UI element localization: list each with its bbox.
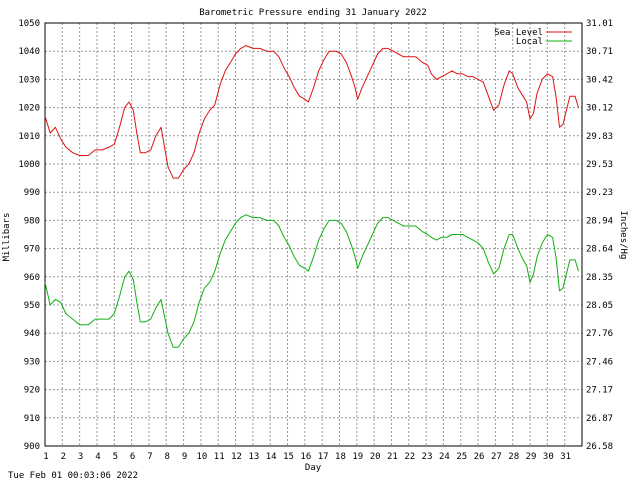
y-tick-910: 910 bbox=[24, 414, 40, 424]
x-tick-27: 27 bbox=[491, 452, 502, 462]
x-tick-15: 15 bbox=[283, 452, 294, 462]
y-tick-1010: 1010 bbox=[18, 132, 40, 142]
x-tick-29: 29 bbox=[526, 452, 537, 462]
x-tick-7: 7 bbox=[147, 452, 152, 462]
y-tick-1030: 1030 bbox=[18, 75, 40, 85]
y2-tick-26.87: 26.87 bbox=[586, 414, 613, 424]
x-axis-label: Day bbox=[305, 463, 322, 473]
x-tick-8: 8 bbox=[165, 452, 170, 462]
y2-tick-29.23: 29.23 bbox=[586, 188, 613, 198]
x-tick-28: 28 bbox=[508, 452, 519, 462]
x-tick-26: 26 bbox=[474, 452, 485, 462]
y2-tick-27.76: 27.76 bbox=[586, 329, 613, 339]
y2-tick-28.94: 28.94 bbox=[586, 216, 613, 226]
y-tick-1000: 1000 bbox=[18, 160, 40, 170]
y-tick-900: 900 bbox=[24, 442, 40, 452]
x-tick-25: 25 bbox=[456, 452, 467, 462]
y2-tick-28.64: 28.64 bbox=[586, 245, 613, 255]
x-tick-18: 18 bbox=[335, 452, 346, 462]
x-tick-31: 31 bbox=[560, 452, 571, 462]
y2-tick-30.42: 30.42 bbox=[586, 75, 613, 85]
y2-tick-27.46: 27.46 bbox=[586, 357, 613, 367]
x-tick-19: 19 bbox=[352, 452, 363, 462]
y-tick-920: 920 bbox=[24, 386, 40, 396]
y-tick-980: 980 bbox=[24, 216, 40, 226]
y-tick-940: 940 bbox=[24, 329, 40, 339]
y-tick-950: 950 bbox=[24, 301, 40, 311]
x-tick-20: 20 bbox=[370, 452, 381, 462]
plot-frame bbox=[44, 22, 583, 447]
x-tick-3: 3 bbox=[78, 452, 83, 462]
y-tick-1040: 1040 bbox=[18, 47, 40, 57]
x-tick-10: 10 bbox=[196, 452, 207, 462]
x-tick-4: 4 bbox=[95, 452, 100, 462]
axis-ticks: 1 2 3 4 5 6 7 8 9 10 11 12 13 14 15 16 17 18 19 20 21 22 23 24 2… bbox=[18, 19, 613, 462]
x-tick-22: 22 bbox=[404, 452, 415, 462]
y2-tick-30.12: 30.12 bbox=[586, 104, 613, 114]
x-tick-16: 16 bbox=[300, 452, 311, 462]
x-tick-1: 1 bbox=[43, 452, 48, 462]
x-tick-13: 13 bbox=[248, 452, 259, 462]
x-tick-21: 21 bbox=[387, 452, 398, 462]
x-tick-12: 12 bbox=[231, 452, 242, 462]
y2-tick-28.35: 28.35 bbox=[586, 273, 613, 283]
y-tick-960: 960 bbox=[24, 273, 40, 283]
y-tick-1020: 1020 bbox=[18, 104, 40, 114]
legend: Sea Level Local bbox=[494, 28, 572, 47]
y-tick-1050: 1050 bbox=[18, 19, 40, 29]
y2-tick-30.71: 30.71 bbox=[586, 47, 613, 57]
y2-tick-31.01: 31.01 bbox=[586, 19, 613, 29]
x-tick-9: 9 bbox=[182, 452, 187, 462]
y2-tick-28.05: 28.05 bbox=[586, 301, 613, 311]
y2-tick-26.58: 26.58 bbox=[586, 442, 613, 452]
chart-title: Barometric Pressure ending 31 January 20… bbox=[199, 8, 427, 18]
x-tick-23: 23 bbox=[422, 452, 433, 462]
series-lines bbox=[44, 45, 579, 348]
x-tick-5: 5 bbox=[113, 452, 118, 462]
x-tick-11: 11 bbox=[214, 452, 225, 462]
y-axis-label: Millibars bbox=[2, 213, 12, 262]
y-tick-930: 930 bbox=[24, 357, 40, 367]
y2-axis-label: Inches/Hg bbox=[618, 211, 628, 260]
series-line-local bbox=[44, 214, 579, 348]
y-tick-970: 970 bbox=[24, 245, 40, 255]
x-tick-30: 30 bbox=[543, 452, 554, 462]
x-tick-24: 24 bbox=[439, 452, 450, 462]
legend-label-local: Local bbox=[516, 37, 543, 47]
y2-tick-29.53: 29.53 bbox=[586, 160, 613, 170]
y2-tick-29.83: 29.83 bbox=[586, 132, 613, 142]
x-tick-2: 2 bbox=[61, 452, 66, 462]
y2-tick-27.17: 27.17 bbox=[586, 386, 613, 396]
footer-timestamp: Tue Feb 01 00:03:06 2022 bbox=[8, 471, 138, 480]
legend-label-sea-level: Sea Level bbox=[494, 28, 543, 38]
y-tick-990: 990 bbox=[24, 188, 40, 198]
x-tick-6: 6 bbox=[130, 452, 135, 462]
series-line-sea-level bbox=[44, 45, 579, 179]
grid-lines bbox=[45, 23, 582, 446]
x-tick-14: 14 bbox=[266, 452, 277, 462]
x-tick-17: 17 bbox=[318, 452, 329, 462]
